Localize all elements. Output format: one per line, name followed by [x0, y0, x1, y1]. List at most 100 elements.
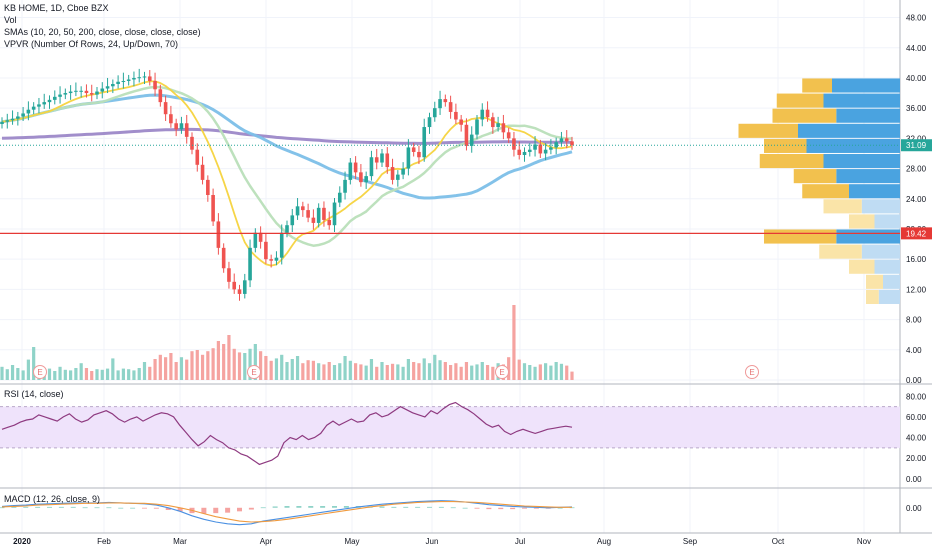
volume-bar-89 — [470, 365, 474, 380]
candle-body-79 — [417, 151, 421, 158]
candle-body-82 — [432, 108, 437, 118]
candle-body-106 — [559, 138, 564, 143]
volume-bar-9 — [47, 368, 52, 380]
macd-pane — [0, 500, 575, 526]
volume-bar-108 — [570, 371, 574, 380]
candle-body-25 — [132, 77, 136, 80]
vp-up-14 — [866, 289, 879, 304]
x-label-8: Sep — [683, 537, 698, 546]
macd-hist-23 — [272, 506, 278, 508]
candle-body-81 — [427, 117, 432, 128]
vp-down-2 — [836, 108, 900, 123]
volume-bar-102 — [538, 364, 542, 380]
volume-bar-51 — [269, 360, 273, 380]
x-label-7: Aug — [597, 537, 611, 546]
earnings-marker-2 — [495, 365, 509, 379]
signal-line — [1, 501, 572, 523]
volume-bar-5 — [26, 359, 30, 380]
rsi-tick-2: 40.00 — [906, 434, 927, 443]
candle-body-101 — [533, 144, 537, 150]
volume-bar-28 — [148, 366, 152, 380]
rsi-line — [1, 401, 573, 466]
volume-bar-106 — [559, 363, 564, 380]
volume-bar-99 — [522, 363, 527, 380]
vp-down-3 — [798, 123, 900, 138]
earnings-marker-3 — [745, 365, 759, 379]
volume-bar-87 — [459, 366, 463, 380]
candle-body-0 — [0, 121, 4, 125]
candle-body-23 — [121, 80, 126, 82]
candle-body-24 — [126, 79, 131, 81]
sma-lines — [1, 80, 573, 267]
volume-bar-78 — [412, 362, 416, 380]
candle-body-47 — [248, 247, 252, 281]
volume-bar-101 — [533, 366, 537, 380]
volume-bar-39 — [206, 351, 210, 380]
candle-body-65 — [343, 179, 347, 193]
candle-body-91 — [480, 109, 485, 120]
y-axis: 0.00 4.00 8.00 12.00 16.00 20.00 24.00 28.00 32.… — [901, 14, 932, 513]
volume-bar-75 — [396, 364, 400, 380]
candle-body-97 — [512, 138, 516, 150]
candle-body-40 — [211, 195, 215, 222]
candle-body-46 — [242, 280, 247, 294]
volume-bar-62 — [327, 362, 331, 380]
volume-bar-23 — [121, 368, 125, 380]
vp-down-0 — [832, 78, 900, 93]
candle-body-3 — [16, 116, 20, 119]
candle-body-93 — [491, 117, 495, 128]
candle-body-14 — [74, 90, 78, 92]
volume-bar-41 — [216, 341, 220, 380]
macd-hist-25 — [296, 506, 302, 508]
candle-body-43 — [227, 268, 231, 282]
volume-bar-59 — [311, 360, 315, 380]
candle-body-92 — [485, 109, 490, 118]
volume-bar-84 — [443, 362, 447, 380]
macd-hist-17 — [201, 507, 207, 514]
candle-body-60 — [316, 207, 321, 223]
price-lines — [0, 144, 900, 234]
earnings-marker-0 — [33, 365, 47, 379]
vp-up-6 — [793, 169, 837, 184]
candle-body-26 — [137, 77, 142, 79]
candle-body-107 — [564, 138, 569, 142]
price-tick-7: 28.00 — [906, 165, 927, 174]
candle-body-108 — [570, 141, 574, 146]
candle-body-66 — [348, 162, 353, 180]
volume-bar-18 — [95, 369, 99, 380]
vp-up-0 — [802, 78, 832, 93]
candle-body-86 — [454, 111, 458, 120]
candle-body-72 — [380, 153, 384, 163]
volume-bar-33 — [174, 362, 178, 380]
volume-bar-61 — [322, 364, 326, 380]
volume-bar-24 — [127, 369, 131, 380]
macd-hist-14 — [165, 507, 171, 510]
volume-bar-6 — [32, 347, 36, 380]
price-tick-2: 8.00 — [906, 316, 922, 325]
candle-body-95 — [501, 123, 506, 133]
volume-bar-58 — [306, 360, 310, 380]
vp-up-11 — [819, 244, 862, 259]
volume-bar-93 — [491, 366, 495, 380]
vp-down-13 — [883, 274, 900, 289]
volume-bar-53 — [280, 354, 284, 380]
volume-bar-3 — [16, 368, 20, 380]
vp-down-12 — [874, 259, 900, 274]
volume-bar-91 — [480, 362, 484, 380]
volume-bar-77 — [406, 359, 410, 380]
candle-body-20 — [105, 86, 110, 89]
volume-bar-55 — [290, 359, 294, 380]
candle-body-88 — [464, 124, 469, 146]
macd-label: MACD (12, 26, close, 9) — [4, 494, 101, 504]
volume-bar-44 — [232, 348, 236, 380]
candle-body-75 — [396, 174, 400, 180]
vol-label: Vol — [4, 15, 17, 25]
candlesticks — [0, 68, 574, 301]
volume-bar-26 — [137, 368, 141, 380]
candle-body-7 — [37, 104, 41, 107]
vp-down-1 — [823, 93, 900, 108]
candle-body-69 — [364, 176, 368, 183]
volume-bar-31 — [164, 357, 168, 380]
earnings-marker-label-3: E — [749, 368, 754, 377]
